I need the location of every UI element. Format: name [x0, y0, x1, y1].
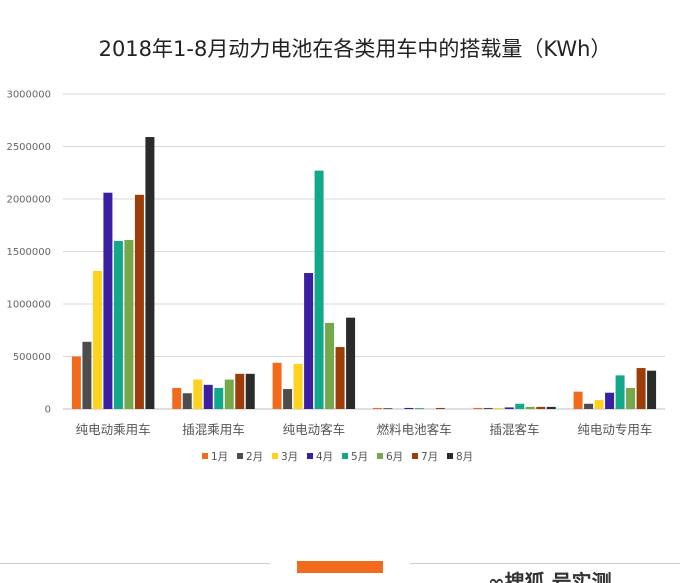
- legend-swatch: [342, 453, 348, 459]
- bar: [346, 317, 356, 409]
- legend-label: 2月: [246, 451, 263, 463]
- footer-logo: ∞搜狐 号实测: [488, 569, 678, 583]
- bar: [71, 356, 81, 409]
- legend-swatch: [272, 453, 278, 459]
- y-axis-tick-labels: 0 500000 1000000 1500000 2000000 2500000 30000…: [6, 90, 51, 416]
- bar: [483, 407, 493, 409]
- legend-label: 1月: [211, 451, 228, 463]
- bar: [504, 407, 514, 409]
- bar: [172, 388, 182, 409]
- y-tick-label: 1000000: [6, 300, 51, 311]
- bars: [71, 137, 657, 410]
- y-tick-label: 3000000: [6, 90, 51, 101]
- bar: [304, 273, 314, 409]
- legend-label: 5月: [351, 451, 368, 463]
- y-tick-label: 2500000: [6, 142, 51, 153]
- bar: [647, 370, 657, 409]
- x-category-label: 纯电动客车: [283, 422, 346, 437]
- bar: [536, 406, 546, 409]
- bar: [626, 388, 636, 409]
- footer-logo-text: ∞搜狐 号实测: [488, 570, 612, 583]
- bar: [515, 403, 525, 409]
- bar: [414, 408, 424, 409]
- bar: [245, 373, 255, 409]
- legend-swatch: [412, 453, 418, 459]
- legend-label: 6月: [386, 451, 403, 463]
- bar: [473, 407, 483, 409]
- bar: [182, 393, 192, 409]
- bar: [615, 375, 625, 409]
- bar: [134, 194, 144, 409]
- bar: [314, 170, 324, 409]
- x-category-label: 插混客车: [489, 422, 539, 437]
- bar: [113, 241, 123, 409]
- bar: [103, 192, 113, 409]
- legend-swatch: [447, 453, 453, 459]
- footer-divider-left: [0, 563, 270, 564]
- bar: [92, 270, 102, 409]
- bar: [525, 406, 535, 409]
- bar: [235, 373, 245, 409]
- legend-swatch: [307, 453, 313, 459]
- bar: [203, 384, 213, 409]
- legend-label: 7月: [421, 451, 438, 463]
- x-axis-category-labels: 纯电动乘用车 插混乘用车 纯电动客车 燃料电池客车 插混客车 纯电动专用车: [76, 422, 653, 437]
- bar: [293, 363, 303, 409]
- bar: [214, 388, 224, 409]
- gridlines: [63, 93, 665, 410]
- x-category-label: 燃料电池客车: [377, 422, 452, 437]
- bar: [546, 406, 556, 409]
- bar: [283, 389, 293, 409]
- bar: [404, 407, 414, 409]
- x-category-label: 纯电动乘用车: [76, 422, 151, 437]
- y-tick-label: 0: [45, 405, 51, 416]
- bar: [335, 347, 345, 409]
- y-tick-label: 500000: [13, 352, 51, 363]
- bar: [224, 379, 234, 409]
- footer-divider-right: [410, 563, 680, 564]
- legend-swatch: [377, 453, 383, 459]
- bar: [494, 407, 504, 409]
- bar: [272, 362, 282, 409]
- bar: [82, 341, 92, 409]
- bar: [605, 392, 615, 409]
- bar: [124, 239, 134, 409]
- legend-label: 4月: [316, 451, 333, 463]
- legend-label: 3月: [281, 451, 298, 463]
- legend: 1月 2月 3月 4月 5月 6月 7月 8月: [202, 451, 473, 463]
- x-category-label: 插混乘用车: [182, 422, 245, 437]
- x-category-label: 纯电动专用车: [577, 422, 652, 437]
- chart-title: 2018年1-8月动力电池在各类用车中的搭载量（KWh）: [99, 37, 612, 61]
- bar: [383, 408, 393, 409]
- bar: [325, 322, 335, 409]
- y-tick-label: 2000000: [6, 195, 51, 206]
- y-tick-label: 1500000: [6, 247, 51, 258]
- bar: [372, 407, 382, 409]
- legend-label: 8月: [456, 451, 473, 463]
- bar: [435, 407, 445, 409]
- bar: [594, 400, 604, 409]
- bar: [584, 403, 594, 409]
- bar: [145, 137, 155, 410]
- bar: [573, 391, 583, 409]
- footer-accent-tab: [297, 561, 383, 573]
- legend-swatch: [237, 453, 243, 459]
- bar: [636, 368, 646, 409]
- bar: [193, 379, 203, 409]
- legend-swatch: [202, 453, 208, 459]
